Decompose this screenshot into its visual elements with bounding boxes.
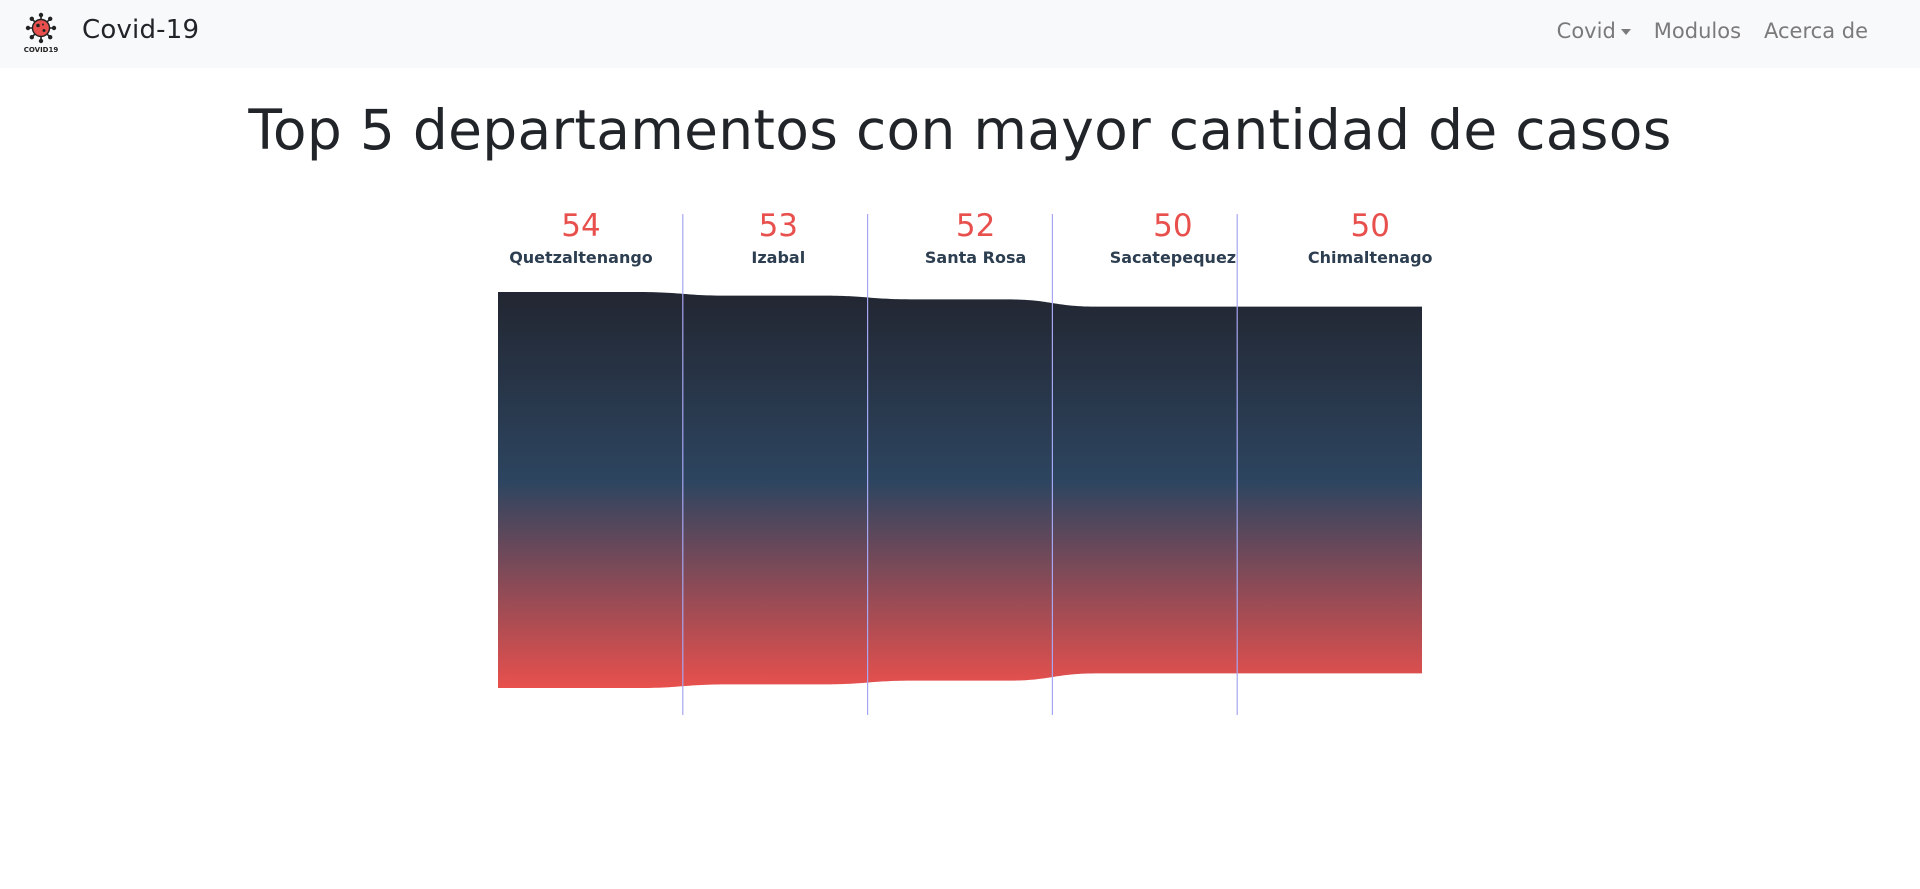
funnel-category-label: Santa Rosa (925, 248, 1026, 267)
funnel-category-label: Izabal (751, 248, 805, 267)
funnel-category-label: Chimaltenago (1308, 248, 1433, 267)
nav-covid-label: Covid (1556, 19, 1616, 43)
funnel-shape (498, 292, 1422, 688)
nav-modulos-label: Modulos (1653, 19, 1742, 43)
nav-modulos-link[interactable]: Modulos (1654, 19, 1741, 43)
funnel-value-label: 50 (1153, 208, 1192, 244)
funnel-category-label: Sacatepequez (1110, 248, 1236, 267)
nav-acerca-label: Acerca de (1764, 19, 1868, 43)
nav-acerca-link[interactable]: Acerca de (1764, 19, 1868, 43)
funnel-value-label: 54 (561, 208, 600, 244)
covid-virus-icon[interactable]: COVID19 (20, 12, 62, 54)
page-title: Top 5 departamentos con mayor cantidad d… (248, 98, 1672, 162)
funnel-value-label: 50 (1350, 208, 1389, 244)
nav-covid-dropdown[interactable]: Covid (1557, 19, 1631, 43)
funnel-value-label: 53 (759, 208, 798, 244)
navbar: COVID19 Covid-19 Covid Modulos Acerca de (0, 0, 1920, 68)
logo-text: COVID19 (24, 46, 59, 54)
brand-title[interactable]: Covid-19 (82, 15, 200, 45)
nav-links: Covid Modulos Acerca de (1557, 19, 1868, 43)
funnel-value-label: 52 (956, 208, 995, 244)
funnel-category-label: Quetzaltenango (509, 248, 653, 267)
caret-down-icon (1620, 29, 1631, 35)
